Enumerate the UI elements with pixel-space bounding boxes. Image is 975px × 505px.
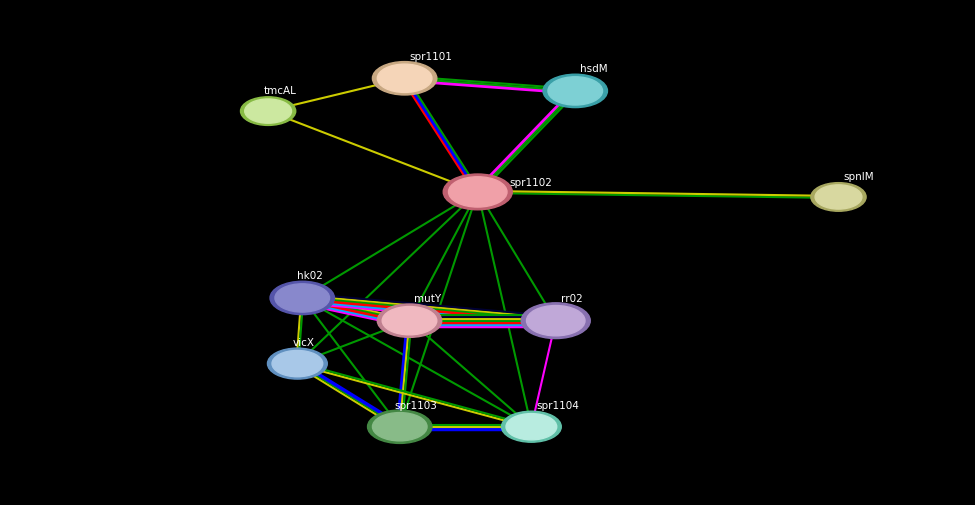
Circle shape — [372, 413, 427, 441]
Text: hk02: hk02 — [297, 271, 324, 281]
Text: spr1103: spr1103 — [395, 400, 438, 411]
Circle shape — [382, 307, 437, 335]
Circle shape — [270, 281, 334, 315]
Circle shape — [448, 177, 507, 207]
Text: spr1104: spr1104 — [536, 401, 579, 411]
Circle shape — [444, 174, 512, 210]
Circle shape — [275, 284, 330, 312]
Circle shape — [815, 185, 862, 209]
Circle shape — [811, 183, 866, 211]
Text: spnIM: spnIM — [843, 172, 874, 182]
Circle shape — [522, 303, 590, 338]
Circle shape — [526, 306, 585, 336]
Circle shape — [368, 410, 432, 443]
Text: mutY: mutY — [414, 294, 442, 304]
Circle shape — [241, 97, 295, 125]
Circle shape — [272, 350, 323, 377]
Circle shape — [506, 414, 557, 440]
Circle shape — [245, 99, 292, 123]
Circle shape — [501, 411, 562, 442]
Circle shape — [372, 62, 437, 95]
Circle shape — [377, 64, 432, 92]
Circle shape — [377, 304, 442, 337]
Text: spr1102: spr1102 — [509, 178, 552, 188]
Text: tmcAL: tmcAL — [263, 86, 296, 96]
Text: hsdM: hsdM — [580, 64, 607, 74]
Text: vicX: vicX — [292, 338, 315, 348]
Circle shape — [548, 77, 603, 105]
Circle shape — [267, 348, 328, 379]
Text: rr02: rr02 — [561, 294, 582, 304]
Text: spr1101: spr1101 — [410, 52, 452, 62]
Circle shape — [543, 74, 607, 108]
